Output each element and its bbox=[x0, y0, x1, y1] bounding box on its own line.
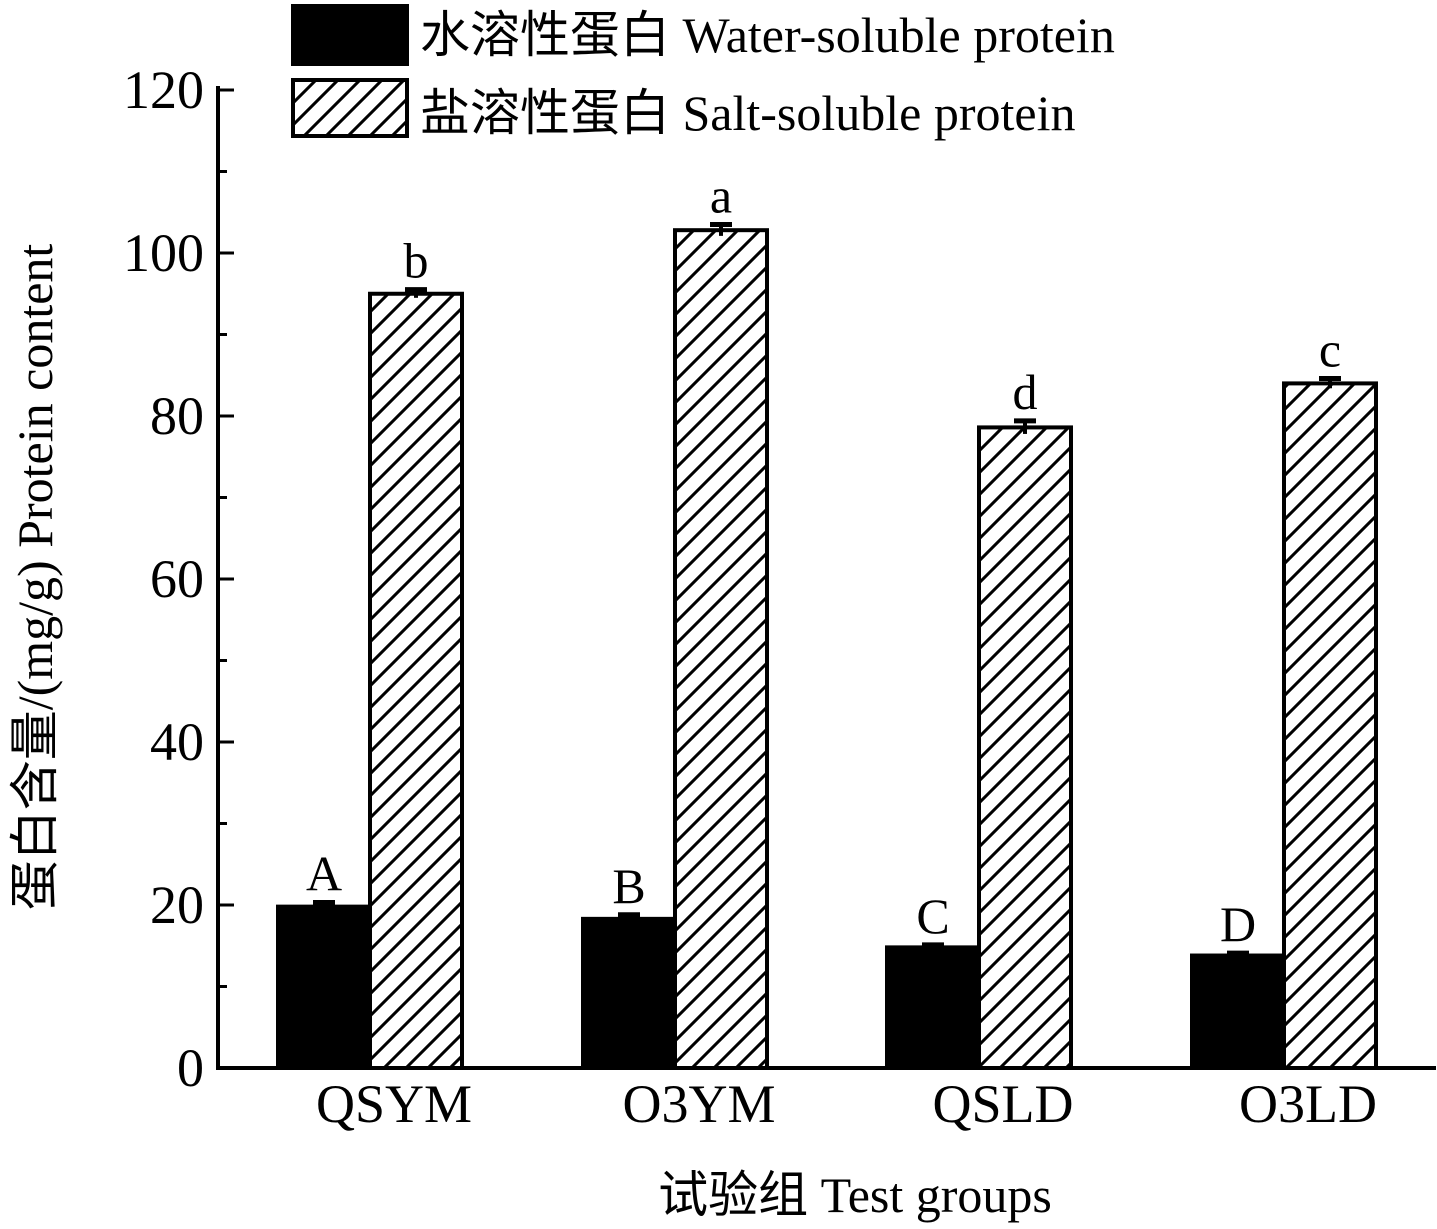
bars: Ab Ba Cd Dc bbox=[276, 167, 1378, 1071]
bar-salt-soluble-qsym bbox=[368, 291, 464, 1070]
x-axis-tick-labels: QSYM O3YM QSLD O3LD bbox=[316, 1074, 1377, 1134]
legend-label-salt-soluble: 盐溶性蛋白 Salt-soluble protein bbox=[420, 85, 1076, 141]
y-axis-ticks: 0 20 40 60 80 100 120 bbox=[123, 60, 234, 1098]
significance-label: b bbox=[404, 233, 429, 289]
bar-water-soluble-qsym bbox=[276, 904, 372, 1070]
bar-water-soluble-qsld bbox=[885, 945, 981, 1071]
significance-label: c bbox=[1319, 322, 1341, 378]
y-tick-label: 100 bbox=[123, 223, 204, 283]
x-axis-title: 试验组 Test groups bbox=[658, 1167, 1052, 1223]
x-tick-label: QSYM bbox=[316, 1074, 472, 1134]
x-tick-label: O3YM bbox=[622, 1074, 775, 1134]
y-tick-label: 0 bbox=[177, 1038, 204, 1098]
legend: 水溶性蛋白 Water-soluble protein 盐溶性蛋白 Salt-s… bbox=[291, 4, 1115, 141]
legend-label-water-soluble: 水溶性蛋白 Water-soluble protein bbox=[420, 7, 1115, 63]
legend-swatch-salt-soluble bbox=[291, 78, 409, 138]
legend-swatch-water-soluble bbox=[291, 4, 409, 66]
bar-salt-soluble-o3ld bbox=[1282, 381, 1378, 1070]
significance-label: a bbox=[710, 167, 732, 223]
y-tick-label: 80 bbox=[150, 386, 204, 446]
significance-label: d bbox=[1013, 364, 1038, 420]
significance-label: A bbox=[306, 846, 342, 902]
significance-label: C bbox=[916, 888, 949, 944]
significance-label: B bbox=[612, 858, 645, 914]
bar-water-soluble-o3ld bbox=[1190, 953, 1286, 1071]
bar-salt-soluble-qsld bbox=[977, 425, 1073, 1071]
x-tick-label: QSLD bbox=[932, 1074, 1073, 1134]
y-tick-label: 40 bbox=[150, 712, 204, 772]
bar-water-soluble-o3ym bbox=[581, 916, 677, 1070]
y-tick-label: 120 bbox=[123, 60, 204, 120]
x-tick-label: O3LD bbox=[1239, 1074, 1377, 1134]
significance-label: D bbox=[1220, 896, 1256, 952]
bar-salt-soluble-o3ym bbox=[673, 228, 769, 1070]
y-axis-title: 蛋白含量/(mg/g) Protein content bbox=[7, 244, 63, 911]
y-tick-label: 60 bbox=[150, 549, 204, 609]
y-tick-label: 20 bbox=[150, 875, 204, 935]
